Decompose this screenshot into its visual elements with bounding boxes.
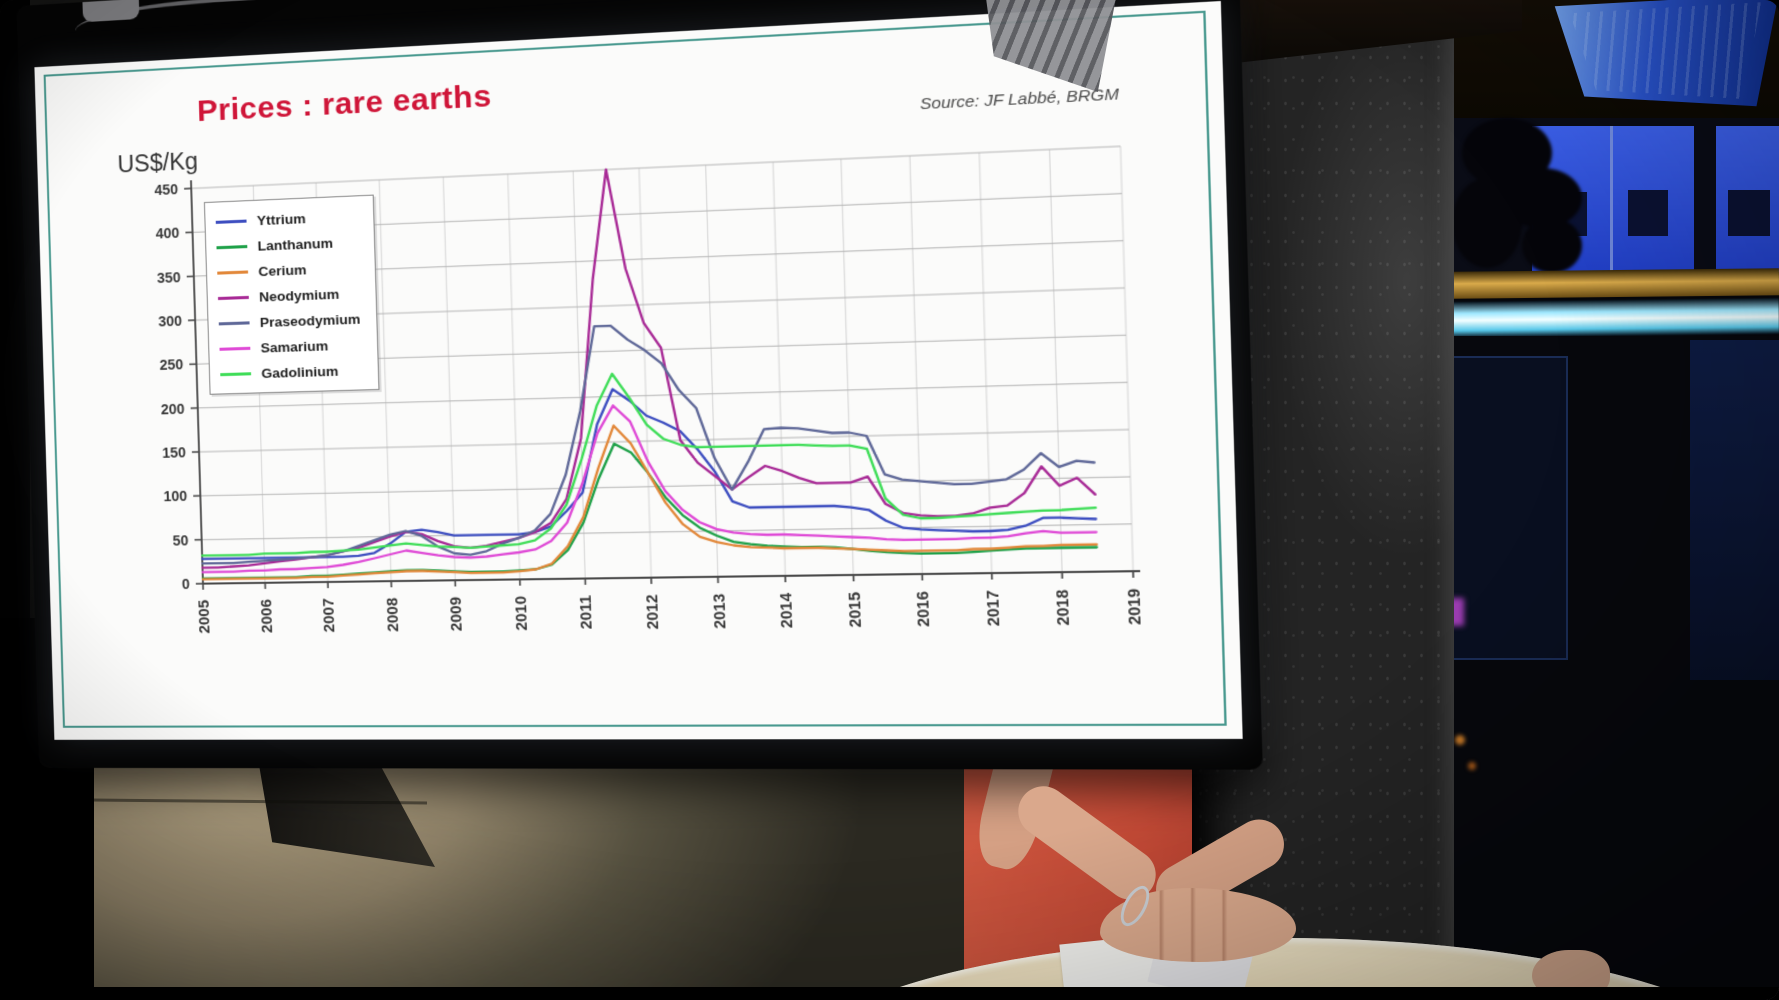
svg-text:2012: 2012 [643,594,663,629]
dark-window-frame [1690,340,1779,680]
tree-silhouette [1452,108,1612,284]
legend-color-swatch [216,245,248,250]
street-light-dot [1468,762,1476,770]
legend-label: Gadolinium [261,363,339,382]
woman-clasped-hands [1100,888,1296,962]
presentation-slide: Prices : rare earths US$/Kg Source: JF L… [34,1,1243,740]
svg-text:2016: 2016 [914,591,935,627]
legend-item: Gadolinium [220,357,378,387]
legend-color-swatch [217,295,249,301]
svg-text:2009: 2009 [447,597,466,632]
svg-text:2018: 2018 [1053,589,1074,625]
svg-text:2013: 2013 [710,594,730,629]
svg-text:2005: 2005 [195,600,213,634]
legend-color-swatch [219,346,251,351]
svg-text:450: 450 [154,181,178,198]
cyan-light-strip [1451,298,1779,338]
gold-light-strip [1451,268,1779,299]
svg-text:2011: 2011 [577,595,596,629]
svg-text:2010: 2010 [512,596,531,631]
svg-text:2015: 2015 [845,592,865,628]
bezel-mount-tab [82,0,140,23]
svg-text:2019: 2019 [1124,589,1145,626]
legend-label: Yttrium [256,210,306,229]
legend-label: Neodymium [258,286,340,305]
svg-text:400: 400 [155,225,179,242]
legend-color-swatch [218,321,250,326]
svg-text:150: 150 [162,444,186,461]
window-inset-square [1728,190,1770,236]
svg-text:2008: 2008 [383,597,402,631]
street-light-dot [1455,735,1465,745]
window-inset-square [1628,190,1668,236]
studio-display-screen: Prices : rare earths US$/Kg Source: JF L… [16,0,1263,770]
svg-text:2014: 2014 [777,592,797,628]
dark-window-frame [1452,356,1568,660]
svg-text:0: 0 [182,576,191,592]
svg-text:2007: 2007 [320,598,339,632]
legend-color-swatch [217,270,249,275]
price-line-chart: 0 50 100 150 200 250 300 350 400 450 2005 2006 2007 2… [154,1,1145,634]
svg-text:2006: 2006 [257,599,276,633]
window-mullion [1610,126,1613,272]
skylight-streaks [1569,2,1761,99]
svg-text:200: 200 [161,400,185,417]
studio-background-right [1444,0,1779,1000]
chart-legend: Yttrium Lanthanum Cerium Neodymium Praseodym… [203,194,380,395]
letterbox-bar [0,987,1779,1000]
legend-color-swatch [215,219,247,224]
svg-text:350: 350 [157,269,181,286]
legend-label: Cerium [258,262,307,280]
legend-label: Lanthanum [257,235,334,254]
blue-skylight-panel [1554,0,1779,107]
svg-text:250: 250 [159,356,183,373]
svg-text:100: 100 [163,488,187,505]
legend-label: Praseodymium [259,311,361,331]
legend-label: Samarium [260,338,329,356]
svg-text:300: 300 [158,312,182,329]
svg-text:2017: 2017 [983,590,1004,626]
lower-dark-wall [1444,336,1779,1000]
legend-color-swatch [220,372,252,377]
svg-text:50: 50 [172,532,189,549]
